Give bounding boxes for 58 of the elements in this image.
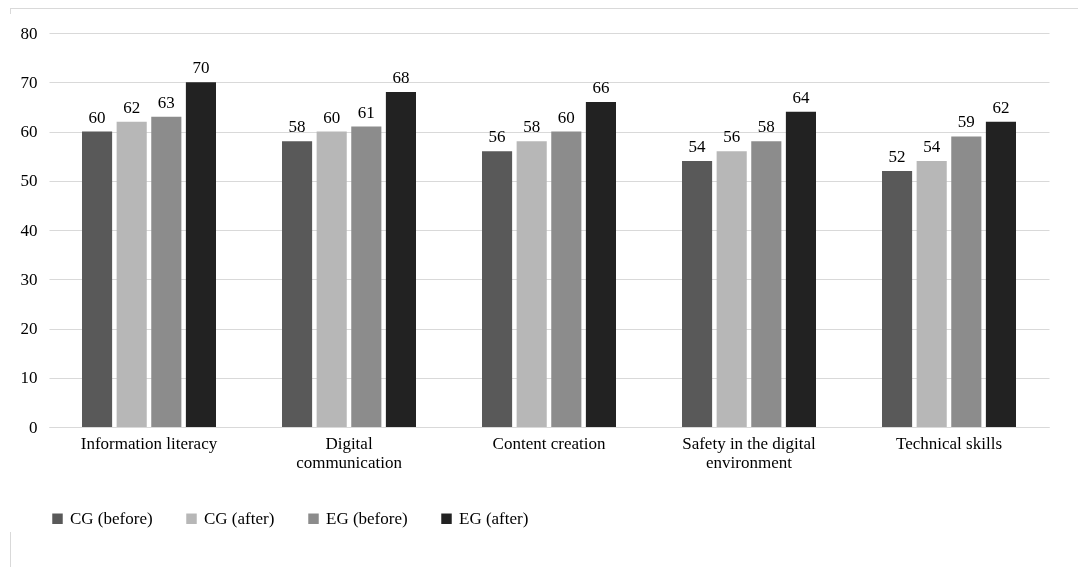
bar xyxy=(551,131,582,427)
y-tick-label: 30 xyxy=(20,269,38,289)
bar xyxy=(351,126,382,427)
data-label: 58 xyxy=(757,117,775,137)
bar xyxy=(516,141,547,427)
data-label: 58 xyxy=(523,117,541,137)
x-tick-label: Information literacy xyxy=(80,433,218,453)
data-label: 64 xyxy=(792,87,810,107)
x-tick-label: Safety in the digital environment xyxy=(682,433,817,472)
data-label: 54 xyxy=(923,137,941,157)
data-label: 62 xyxy=(123,97,141,117)
bar xyxy=(585,101,616,427)
bar xyxy=(282,141,313,427)
bar xyxy=(985,121,1016,427)
bar xyxy=(916,161,947,427)
legend-label: EG (after) xyxy=(459,508,529,528)
bar xyxy=(785,111,816,427)
data-label: 54 xyxy=(688,137,707,157)
bar xyxy=(716,151,747,427)
data-label: 60 xyxy=(323,107,341,127)
data-label: 66 xyxy=(592,77,610,97)
bar xyxy=(185,82,216,427)
x-tick-label: Technical skills xyxy=(896,433,1002,453)
bar xyxy=(882,170,913,427)
y-tick-label: 0 xyxy=(29,417,38,437)
bar xyxy=(151,116,182,427)
bar xyxy=(951,136,982,427)
y-tick-label: 10 xyxy=(20,368,38,388)
x-tick-label: Digital communication xyxy=(296,433,403,472)
y-tick-label: 50 xyxy=(20,171,38,191)
data-label: 61 xyxy=(357,102,375,122)
data-label: 70 xyxy=(192,58,210,78)
y-tick-label: 80 xyxy=(20,23,38,43)
data-label: 62 xyxy=(992,97,1010,117)
legend-label: EG (before) xyxy=(326,508,408,528)
bar xyxy=(385,92,416,427)
bar xyxy=(116,121,147,427)
data-label: 68 xyxy=(392,68,410,88)
y-tick-label: 40 xyxy=(20,220,38,240)
bar xyxy=(751,141,782,427)
data-label: 52 xyxy=(888,146,906,166)
bar xyxy=(82,131,113,427)
data-label: 56 xyxy=(723,127,741,147)
y-tick-label: 20 xyxy=(20,319,38,338)
data-label: 60 xyxy=(557,107,575,127)
data-label: 56 xyxy=(488,127,506,147)
bar xyxy=(682,161,713,427)
data-label: 63 xyxy=(157,92,175,112)
data-label: 59 xyxy=(957,112,975,132)
legend-label: CG (before) xyxy=(70,508,153,528)
x-tick-label: Content creation xyxy=(492,433,606,453)
data-label: 60 xyxy=(88,107,106,127)
legend-label: CG (after) xyxy=(204,508,275,528)
y-tick-label: 70 xyxy=(20,72,38,92)
y-tick-label: 60 xyxy=(20,122,38,141)
bar xyxy=(482,151,513,427)
data-label: 58 xyxy=(288,117,306,137)
bar xyxy=(316,131,347,427)
